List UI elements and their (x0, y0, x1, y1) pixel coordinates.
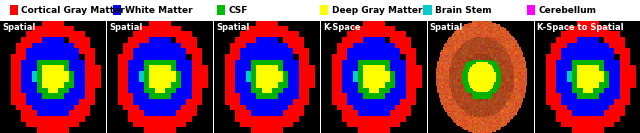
Text: White Matter: White Matter (125, 6, 192, 15)
Text: Spatial: Spatial (430, 23, 463, 32)
Text: Spatial: Spatial (109, 23, 143, 32)
Bar (320, 5, 328, 15)
Text: Brain Stem: Brain Stem (435, 6, 492, 15)
Bar (424, 5, 432, 15)
Text: Cortical Gray Matter: Cortical Gray Matter (21, 6, 125, 15)
Text: Cerebellum: Cerebellum (538, 6, 596, 15)
Bar (527, 5, 535, 15)
Bar (216, 5, 225, 15)
Text: CSF: CSF (228, 6, 248, 15)
Text: K-Space to Spatial: K-Space to Spatial (537, 23, 623, 32)
Bar (113, 5, 122, 15)
Text: Spatial: Spatial (216, 23, 250, 32)
Bar (10, 5, 18, 15)
Text: K-Space: K-Space (323, 23, 360, 32)
Text: Deep Gray Matter: Deep Gray Matter (332, 6, 422, 15)
Text: Spatial: Spatial (2, 23, 35, 32)
